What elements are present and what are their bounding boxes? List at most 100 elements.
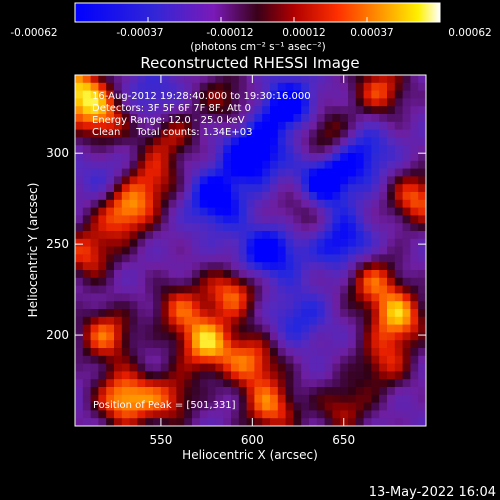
heatmap-cell [192, 316, 201, 326]
heatmap-cell [309, 223, 318, 232]
heatmap-cell [363, 207, 372, 216]
heatmap-cell [387, 262, 396, 271]
heatmap-cell [160, 223, 170, 232]
heatmap-cell [98, 106, 107, 115]
heatmap-cell [418, 309, 426, 318]
heatmap-cell [293, 215, 302, 224]
heatmap-cell [363, 129, 372, 138]
heatmap-cell [332, 387, 341, 396]
heatmap-cell [114, 254, 123, 263]
heatmap-cell [215, 379, 224, 388]
heatmap-cell [387, 199, 396, 209]
heatmap-cell [270, 293, 279, 302]
heatmap-cell [348, 207, 357, 216]
heatmap-cell [340, 75, 349, 84]
heatmap-cell [371, 324, 380, 333]
heatmap-cell [262, 371, 271, 380]
heatmap-cell [184, 348, 193, 357]
heatmap-cell [379, 207, 388, 216]
heatmap-cell [379, 379, 388, 388]
heatmap-cell [355, 387, 365, 396]
heatmap-cell [371, 82, 380, 92]
heatmap-cell [90, 418, 99, 426]
heatmap-cell [168, 371, 177, 380]
heatmap-cell [168, 348, 177, 357]
heatmap-cell [192, 340, 201, 349]
heatmap-cell [207, 410, 216, 419]
heatmap-cell [145, 121, 154, 131]
heatmap-cell [246, 387, 255, 396]
heatmap-cell [309, 371, 318, 380]
heatmap-cell [246, 82, 255, 92]
heatmap-cell [418, 82, 426, 92]
heatmap-cell [293, 340, 302, 349]
heatmap-cell [332, 98, 341, 107]
heatmap-cell [254, 410, 263, 419]
heatmap-cell [223, 379, 232, 388]
heatmap-cell [254, 129, 263, 138]
heatmap-cell [98, 277, 107, 287]
heatmap-cell [410, 402, 419, 411]
heatmap-cell [363, 137, 372, 146]
heatmap-cell [371, 309, 380, 318]
heatmap-cell [363, 379, 372, 388]
heatmap-cell [293, 348, 302, 357]
heatmap-cell [106, 215, 115, 224]
heatmap-cell [309, 90, 318, 99]
heatmap-cell [82, 184, 92, 193]
heatmap-cell [309, 192, 318, 201]
heatmap-cell [355, 145, 365, 154]
heatmap-cell [168, 324, 177, 333]
heatmap-cell [137, 106, 146, 115]
heatmap-cell [394, 348, 404, 357]
heatmap-cell [168, 340, 177, 349]
heatmap-cell [82, 106, 92, 115]
heatmap-cell [402, 207, 411, 216]
heatmap-cell [355, 277, 365, 287]
heatmap-cell [379, 192, 388, 201]
heatmap-cell [82, 262, 92, 271]
heatmap-cell [199, 285, 209, 294]
heatmap-cell [231, 231, 240, 240]
heatmap-cell [277, 184, 287, 193]
heatmap-cell [387, 309, 396, 318]
heatmap-cell [402, 137, 411, 146]
heatmap-cell [371, 301, 380, 310]
heatmap-cell [340, 82, 349, 92]
heatmap-cell [176, 207, 185, 216]
heatmap-cell [114, 262, 123, 271]
heatmap-cell [121, 199, 131, 209]
heatmap-cell [199, 145, 209, 154]
heatmap-cell [145, 145, 154, 154]
heatmap-cell [106, 153, 115, 162]
heatmap-cell [153, 301, 162, 310]
heatmap-cell [363, 309, 372, 318]
heatmap-cell [285, 184, 294, 193]
heatmap-cell [348, 410, 357, 419]
heatmap-cell [355, 168, 365, 177]
heatmap-cell [137, 184, 146, 193]
heatmap-cell [254, 82, 263, 92]
heatmap-cell [355, 418, 365, 426]
heatmap-cell [106, 340, 115, 349]
heatmap-cell [277, 176, 287, 185]
heatmap-cell [371, 277, 380, 287]
heatmap-cell [402, 371, 411, 380]
heatmap-cell [277, 309, 287, 318]
heatmap-cell [355, 98, 365, 107]
heatmap-cell [379, 293, 388, 302]
heatmap-cell [394, 153, 404, 162]
heatmap-cell [207, 231, 216, 240]
heatmap-cell [270, 418, 279, 426]
heatmap-cell [254, 363, 263, 372]
heatmap-cell [301, 285, 310, 294]
heatmap-cell [418, 254, 426, 263]
heatmap-cell [176, 340, 185, 349]
heatmap-cell [98, 207, 107, 216]
heatmap-cell [106, 207, 115, 216]
heatmap-cell [82, 301, 92, 310]
heatmap-cell [309, 254, 318, 263]
heatmap-cell [114, 301, 123, 310]
heatmap-cell [129, 137, 138, 146]
heatmap-cell [145, 106, 154, 115]
